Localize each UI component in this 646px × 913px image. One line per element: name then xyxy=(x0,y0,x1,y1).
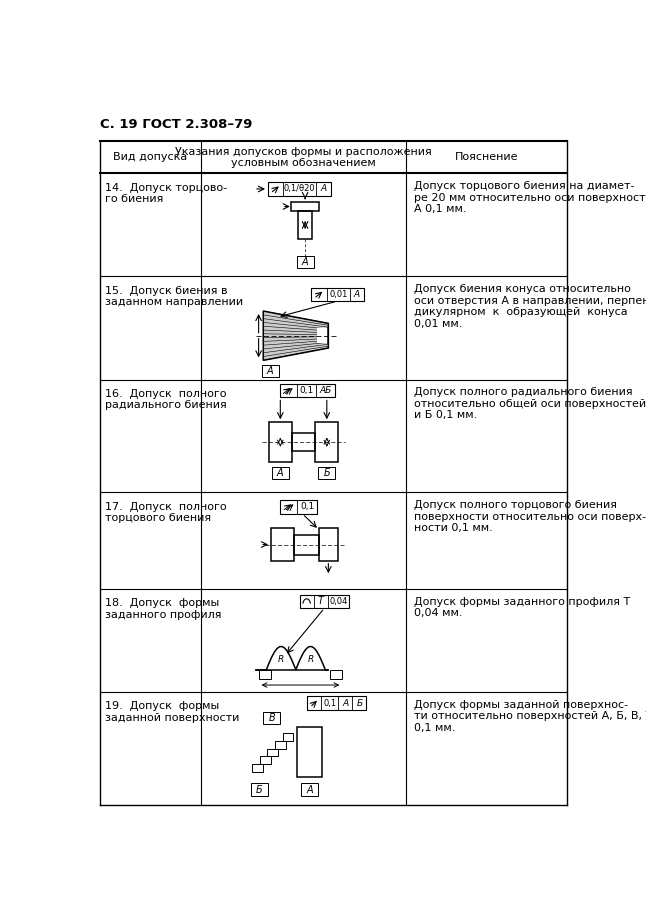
Text: 15.  Допуск биения в
заданном направлении: 15. Допуск биения в заданном направлении xyxy=(105,286,243,308)
Text: Допуск торцового биения на диамет-
ре 20 мм относительно оси поверхности
А 0,1 м: Допуск торцового биения на диамет- ре 20… xyxy=(414,181,646,215)
Text: А: А xyxy=(277,468,284,478)
Bar xyxy=(258,669,271,679)
Text: R: R xyxy=(278,655,284,664)
Bar xyxy=(297,727,322,777)
Text: Допуск формы заданного профиля Т
0,04 мм.: Допуск формы заданного профиля Т 0,04 мм… xyxy=(414,596,630,618)
Text: Б: Б xyxy=(256,784,263,794)
Text: А: А xyxy=(302,257,308,267)
Bar xyxy=(262,365,279,377)
Text: С. 19 ГОСТ 2.308–79: С. 19 ГОСТ 2.308–79 xyxy=(100,118,253,131)
Text: 19.  Допуск  формы
заданной поверхности: 19. Допуск формы заданной поверхности xyxy=(105,701,239,723)
Text: 0,1: 0,1 xyxy=(300,502,314,511)
Text: А: А xyxy=(267,366,273,376)
Bar xyxy=(318,467,335,479)
Bar xyxy=(271,529,295,561)
Text: АБ: АБ xyxy=(320,386,332,395)
Bar xyxy=(280,500,317,514)
Text: 0,04: 0,04 xyxy=(329,597,348,606)
Bar xyxy=(315,422,339,462)
Text: 0,1: 0,1 xyxy=(299,386,313,395)
Text: R: R xyxy=(307,655,314,664)
Bar xyxy=(252,764,263,771)
Bar xyxy=(295,534,319,554)
Bar xyxy=(307,697,366,710)
Bar xyxy=(291,202,319,211)
Text: 0,1/θ20: 0,1/θ20 xyxy=(284,184,315,194)
Text: Указания допусков формы и расположения
условным обозначением: Указания допусков формы и расположения у… xyxy=(175,146,432,168)
Bar xyxy=(319,529,338,561)
Text: 14.  Допуск торцово-
го биения: 14. Допуск торцово- го биения xyxy=(105,183,227,205)
Bar xyxy=(298,211,312,239)
Text: Б: Б xyxy=(324,468,330,478)
Bar xyxy=(317,328,328,343)
Text: Б: Б xyxy=(357,698,362,708)
Bar xyxy=(283,733,293,741)
Text: А: А xyxy=(354,289,360,299)
Text: 0,1: 0,1 xyxy=(324,698,337,708)
Bar xyxy=(292,433,315,451)
Text: Вид допуска: Вид допуска xyxy=(114,152,187,163)
Bar xyxy=(260,757,271,764)
Text: А: А xyxy=(342,698,348,708)
Text: Допуск полного радиального биения
относительно общей оси поверхностей А
и Б 0,1 : Допуск полного радиального биения относи… xyxy=(414,387,646,421)
Bar xyxy=(272,467,289,479)
Text: 0,01: 0,01 xyxy=(329,289,348,299)
Text: 16.  Допуск  полного
радиального биения: 16. Допуск полного радиального биения xyxy=(105,389,227,410)
Text: Т: Т xyxy=(318,596,324,606)
Text: В: В xyxy=(268,713,275,723)
Bar xyxy=(300,594,349,608)
Text: 18.  Допуск  формы
заданного профиля: 18. Допуск формы заданного профиля xyxy=(105,598,222,620)
Text: А: А xyxy=(306,784,313,794)
Bar xyxy=(251,783,267,796)
Polygon shape xyxy=(264,311,328,361)
Bar xyxy=(301,783,318,796)
Bar xyxy=(297,256,314,268)
Bar xyxy=(267,749,278,757)
Text: Допуск биения конуса относительно
оси отверстия А в направлении, перпен-
дикуляр: Допуск биения конуса относительно оси от… xyxy=(414,284,646,329)
Text: Допуск полного торцового биения
поверхности относительно оси поверх-
ности 0,1 м: Допуск полного торцового биения поверхно… xyxy=(414,500,646,533)
Text: Пояснение: Пояснение xyxy=(455,152,519,163)
Bar xyxy=(311,288,364,301)
Text: А: А xyxy=(320,184,327,194)
Text: Допуск формы заданной поверхнос-
ти относительно поверхностей А, Б, В, Т
0,1 мм.: Допуск формы заданной поверхнос- ти отно… xyxy=(414,699,646,733)
Bar xyxy=(264,712,280,724)
Bar xyxy=(280,384,335,397)
Bar xyxy=(275,741,286,749)
Bar xyxy=(268,183,331,195)
Text: 17.  Допуск  полного
торцового биения: 17. Допуск полного торцового биения xyxy=(105,502,226,523)
Bar xyxy=(269,422,292,462)
Bar xyxy=(330,669,342,679)
